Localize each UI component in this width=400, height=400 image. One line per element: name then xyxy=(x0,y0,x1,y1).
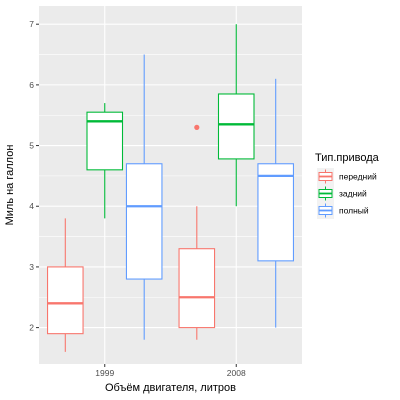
x-axis: 1999 2008 xyxy=(95,364,246,378)
legend-item: задний xyxy=(317,185,367,202)
y-tick-label: 2 xyxy=(29,323,34,333)
box-полный-2008 xyxy=(257,78,295,328)
box-передний-1999 xyxy=(46,218,84,352)
box-iqr xyxy=(217,93,255,160)
major-gridlines xyxy=(39,6,302,364)
x-tick-label: 2008 xyxy=(227,368,246,378)
box-series xyxy=(46,24,295,352)
box-передний-2008 xyxy=(178,124,216,340)
y-tick-label: 3 xyxy=(29,262,34,272)
box-задний-1999 xyxy=(86,103,124,219)
box-полный-1999 xyxy=(125,54,163,340)
y-tick-label: 5 xyxy=(29,141,34,151)
outlier-point xyxy=(194,124,200,130)
box-iqr xyxy=(46,266,84,335)
legend-label: передний xyxy=(339,172,377,182)
legend-label: задний xyxy=(339,189,367,199)
x-axis-title: Объём двигателя, литров xyxy=(105,382,236,394)
legend-label: полный xyxy=(339,206,369,216)
x-tick-label: 1999 xyxy=(95,368,114,378)
y-axis: 2 3 4 5 6 7 xyxy=(29,19,39,333)
y-tick-label: 7 xyxy=(29,19,34,29)
legend: Тип.привода передний задний полный xyxy=(315,152,380,219)
box-iqr xyxy=(257,163,295,262)
box-iqr xyxy=(178,248,216,329)
box-задний-2008 xyxy=(217,24,255,207)
y-tick-label: 6 xyxy=(29,80,34,90)
box-iqr xyxy=(125,163,163,280)
y-tick-label: 4 xyxy=(29,201,34,211)
legend-title: Тип.привода xyxy=(315,152,380,164)
legend-item: передний xyxy=(317,168,377,185)
legend-item: полный xyxy=(317,202,369,219)
y-axis-title: Миль на галлон xyxy=(4,145,16,226)
